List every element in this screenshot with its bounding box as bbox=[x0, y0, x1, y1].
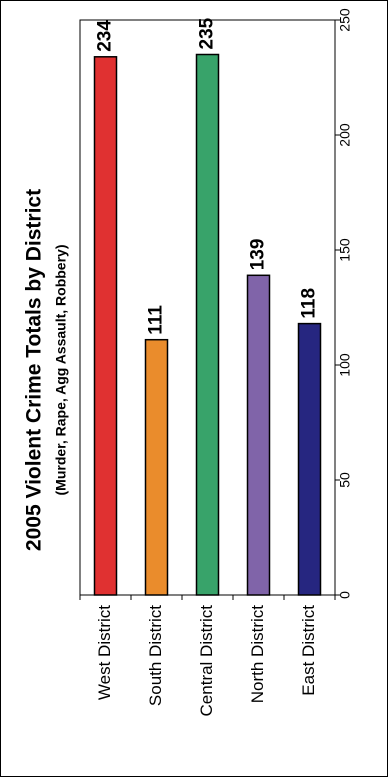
value-label: 234 bbox=[95, 20, 116, 52]
y-tick-label: 250 bbox=[337, 8, 353, 32]
bar bbox=[195, 53, 220, 596]
x-tick-label: Central District bbox=[197, 605, 216, 717]
y-tick-label: 150 bbox=[337, 238, 353, 262]
bar bbox=[93, 56, 118, 596]
value-label: 111 bbox=[146, 305, 167, 335]
bar bbox=[144, 338, 169, 596]
x-tick-label: West District bbox=[95, 605, 114, 700]
x-tick-label: South District bbox=[146, 605, 165, 706]
value-label: 139 bbox=[248, 239, 269, 271]
y-tick-label: 100 bbox=[337, 353, 353, 377]
x-tick-label: North District bbox=[248, 605, 267, 704]
y-tick-label: 50 bbox=[337, 472, 353, 488]
chart-title: 2005 Violent Crime Totals by District bbox=[23, 189, 46, 551]
value-label: 235 bbox=[197, 17, 218, 49]
y-tick-label: 200 bbox=[337, 123, 353, 147]
x-tick-label: East District bbox=[299, 605, 318, 696]
value-label: 118 bbox=[299, 288, 320, 319]
chart-subtitle: (Murder, Rape, Agg Assault, Robbery) bbox=[53, 245, 69, 496]
bar bbox=[246, 274, 271, 596]
bar bbox=[297, 322, 322, 596]
y-tick-label: 0 bbox=[337, 591, 353, 599]
